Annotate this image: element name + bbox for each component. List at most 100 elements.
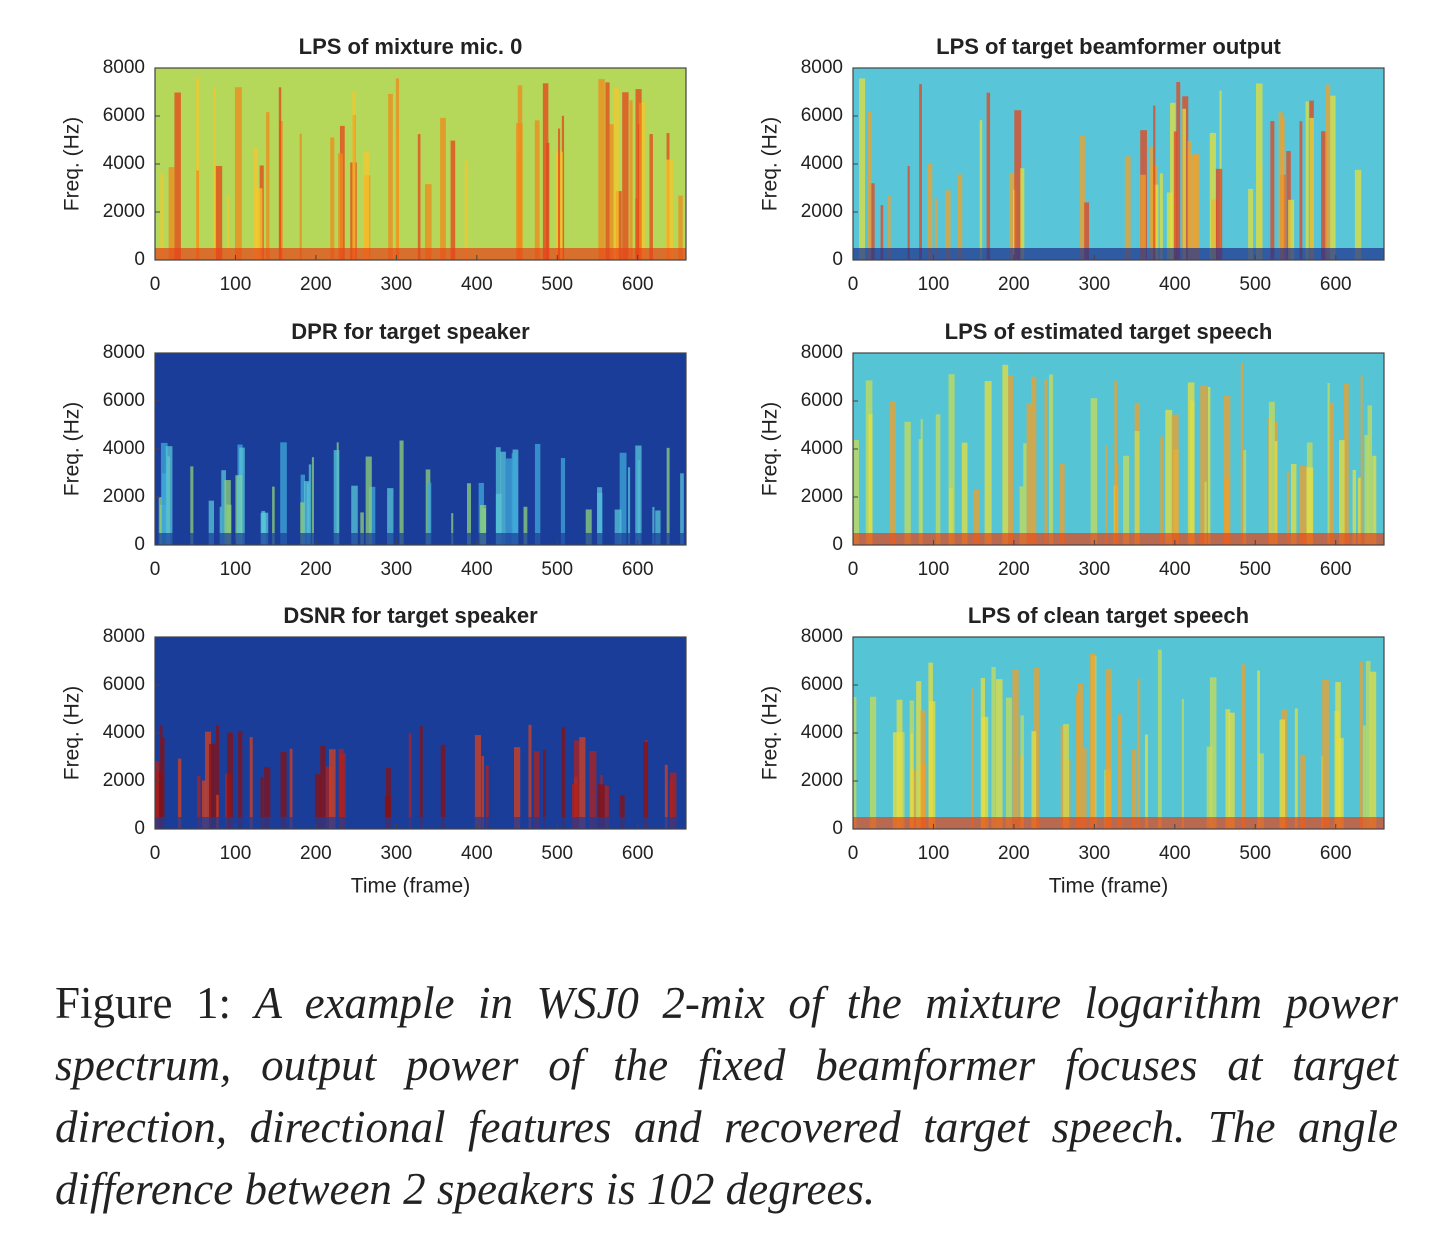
spectrogram-texture bbox=[1166, 192, 1173, 260]
spectrogram-texture bbox=[867, 111, 872, 261]
spectrogram-texture bbox=[622, 92, 629, 260]
spectrogram-texture bbox=[980, 677, 986, 829]
spectrogram-texture bbox=[320, 745, 326, 829]
spectrogram-texture bbox=[859, 78, 866, 261]
spectrogram-texture bbox=[1329, 95, 1336, 260]
spectrogram-texture bbox=[1077, 683, 1084, 829]
spectrogram-texture bbox=[920, 419, 923, 545]
spectrogram-texture bbox=[919, 84, 922, 261]
spectrogram-texture bbox=[213, 87, 216, 261]
spectrogram-background bbox=[155, 68, 686, 260]
spectrogram-texture bbox=[916, 681, 922, 829]
spectrogram-texture bbox=[1309, 117, 1314, 260]
y-axis-label: Freq. (Hz) bbox=[759, 117, 782, 212]
x-tick-label: 600 bbox=[1320, 559, 1352, 580]
y-tick-label: 4000 bbox=[103, 438, 145, 459]
y-tick-label: 8000 bbox=[801, 57, 843, 78]
spectrogram-texture bbox=[1270, 121, 1275, 260]
panel-title: DSNR for target speaker bbox=[283, 603, 538, 628]
spectrogram-texture bbox=[168, 167, 175, 260]
spectrogram-texture bbox=[474, 735, 482, 829]
spectrogram-texture bbox=[1031, 731, 1037, 829]
spectrogram-texture bbox=[330, 137, 335, 260]
spectrogram-texture bbox=[1228, 712, 1235, 829]
spectrogram-texture bbox=[1325, 84, 1331, 260]
spectrogram-texture bbox=[249, 736, 253, 829]
spectrogram-texture bbox=[1372, 455, 1377, 545]
x-tick-label: 100 bbox=[918, 843, 950, 864]
spectrogram-texture bbox=[640, 102, 646, 260]
panel-title: LPS of target beamformer output bbox=[936, 34, 1281, 59]
y-tick-label: 6000 bbox=[103, 674, 145, 695]
spectrogram-texture bbox=[280, 442, 287, 545]
spectrogram-texture bbox=[1140, 174, 1146, 260]
spectrogram-texture bbox=[655, 510, 661, 545]
spectrogram-texture bbox=[264, 767, 271, 829]
y-tick-label: 8000 bbox=[103, 626, 145, 647]
spectrogram-texture bbox=[155, 533, 686, 545]
spectrogram-texture bbox=[652, 506, 655, 545]
spectrogram-texture bbox=[1044, 379, 1048, 545]
spectrogram-texture bbox=[352, 91, 356, 260]
spectrogram-texture bbox=[280, 752, 287, 829]
caption: Figure 1: A example in WSJ0 2-mix of the… bbox=[55, 972, 1398, 1220]
spectrogram-texture bbox=[177, 758, 182, 829]
x-tick-label: 400 bbox=[1159, 559, 1191, 580]
spectrogram-texture bbox=[1279, 719, 1286, 829]
spectrogram-texture bbox=[597, 784, 605, 829]
y-tick-label: 6000 bbox=[801, 105, 843, 126]
spectrogram-texture bbox=[328, 749, 336, 829]
y-tick-label: 8000 bbox=[801, 342, 843, 363]
spectrogram-texture bbox=[1170, 102, 1176, 261]
spectrogram-texture bbox=[598, 79, 605, 260]
spectrogram-texture bbox=[1090, 398, 1098, 545]
spectrogram-texture bbox=[1182, 108, 1186, 260]
spectrogram-texture bbox=[1365, 660, 1371, 829]
spectrogram-texture bbox=[1082, 748, 1087, 829]
spectrogram-texture bbox=[609, 124, 614, 260]
x-tick-label: 400 bbox=[461, 559, 493, 580]
spectrogram-texture bbox=[854, 439, 859, 545]
spectrogram-texture bbox=[557, 128, 561, 260]
spectrogram-texture bbox=[948, 374, 955, 545]
spectrogram-texture bbox=[511, 453, 517, 545]
spectrogram-texture bbox=[1223, 395, 1231, 545]
spectrogram-texture bbox=[1114, 380, 1118, 545]
x-tick-label: 400 bbox=[1159, 843, 1191, 864]
spectrogram-texture bbox=[1031, 376, 1037, 545]
spectrogram-texture bbox=[236, 476, 241, 545]
spectrogram-texture bbox=[666, 159, 673, 260]
y-tick-label: 2000 bbox=[103, 770, 145, 791]
spectrogram-texture bbox=[619, 452, 627, 545]
spectrogram-texture bbox=[1354, 169, 1362, 260]
spectrogram-texture bbox=[1059, 464, 1065, 545]
x-tick-label: 0 bbox=[150, 559, 161, 580]
spectrogram-texture bbox=[1286, 471, 1290, 545]
spectrogram-texture bbox=[1321, 131, 1327, 260]
spectrogram-texture bbox=[204, 731, 212, 829]
spectrogram-texture bbox=[1192, 153, 1200, 260]
spectrogram-texture bbox=[160, 442, 168, 545]
spectrogram-texture bbox=[571, 784, 579, 829]
spectrogram-texture bbox=[485, 765, 489, 829]
spectrogram-texture bbox=[308, 464, 312, 545]
y-axis-label: Freq. (Hz) bbox=[61, 402, 84, 497]
x-tick-label: 100 bbox=[220, 843, 252, 864]
spectrogram-texture bbox=[910, 733, 913, 829]
spectrogram-texture bbox=[635, 445, 642, 545]
spectrogram-texture bbox=[1274, 441, 1278, 545]
x-tick-label: 200 bbox=[998, 559, 1030, 580]
spectrogram-texture bbox=[1204, 481, 1207, 545]
spectrogram-texture bbox=[666, 447, 670, 545]
spectrogram-texture bbox=[614, 509, 622, 545]
spectrogram-texture bbox=[1187, 140, 1192, 260]
spectrogram-texture bbox=[1173, 131, 1177, 260]
spectrogram-texture bbox=[500, 451, 506, 545]
x-tick-label: 100 bbox=[918, 274, 950, 295]
panel-title: LPS of estimated target speech bbox=[945, 319, 1273, 344]
spectrogram-texture bbox=[1026, 403, 1033, 545]
spectrogram-texture bbox=[1343, 383, 1349, 545]
spectrogram-texture bbox=[971, 688, 974, 829]
spectrogram-texture bbox=[1134, 430, 1140, 545]
spectrogram-texture bbox=[304, 481, 310, 545]
